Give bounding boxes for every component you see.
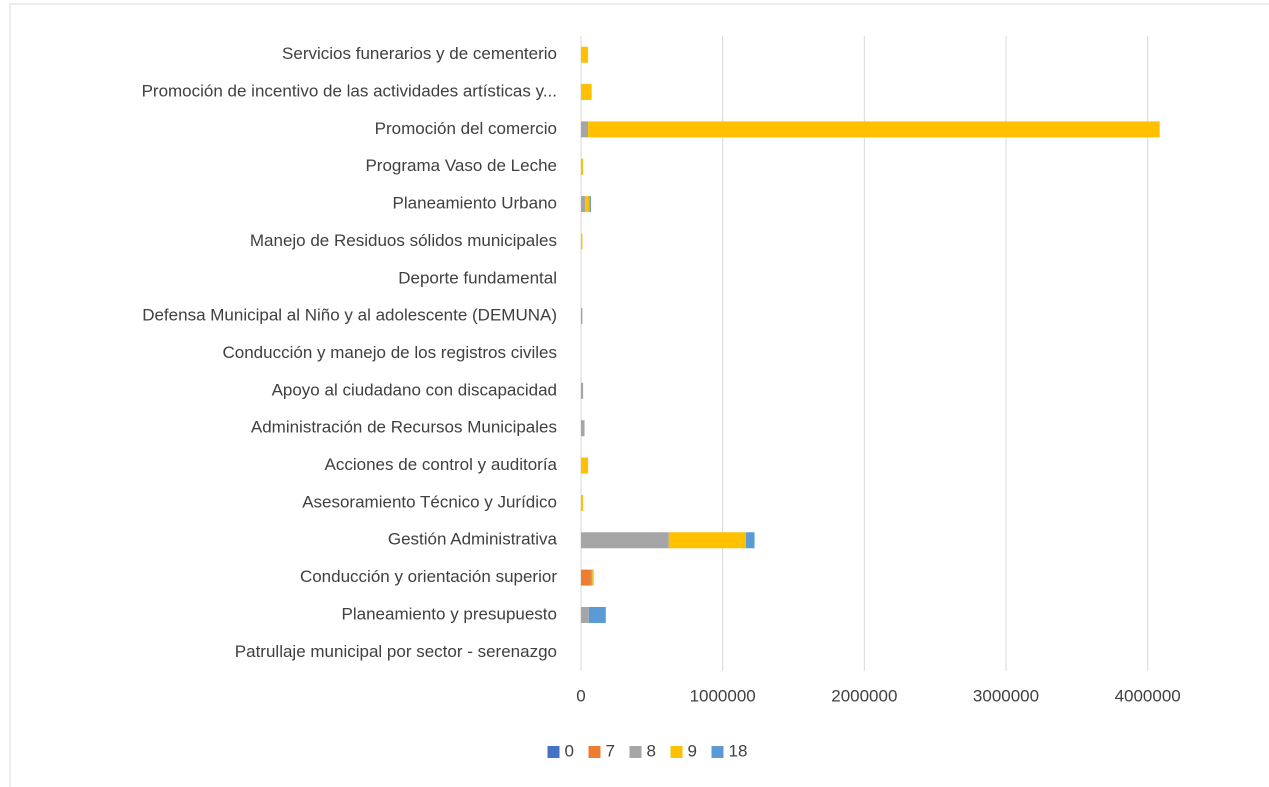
bar-segment (592, 569, 594, 586)
bar-segment (581, 196, 586, 213)
x-tick-label: 4000000 (1115, 686, 1181, 705)
bar-segment (581, 158, 584, 175)
legend-swatch (588, 746, 601, 758)
x-tick-label: 3000000 (973, 686, 1039, 705)
bar-segment (668, 532, 747, 549)
y-tick-label: Planeamiento Urbano (393, 194, 557, 213)
y-tick-label: Conducción y orientación superior (300, 567, 557, 586)
legend-label: 8 (647, 741, 656, 760)
y-tick-label: Promoción de incentivo de las actividade… (142, 82, 557, 101)
legend-label: 18 (729, 741, 748, 760)
y-tick-label: Administración de Recursos Municipales (251, 418, 557, 437)
bar-segment (585, 196, 590, 213)
bar-segment (581, 532, 669, 549)
legend-label: 9 (688, 741, 697, 760)
legend-swatch (629, 746, 642, 758)
y-tick-label: Asesoramiento Técnico y Jurídico (302, 492, 557, 511)
legend-label: 0 (565, 741, 574, 760)
bar-segment (746, 532, 755, 549)
bar-segment (581, 606, 589, 623)
bar-segment (581, 457, 589, 474)
bar-segment (581, 84, 592, 101)
bar-segment (581, 569, 591, 586)
y-tick-label: Defensa Municipal al Niño y al adolescen… (142, 306, 557, 325)
bar-segment (581, 420, 585, 437)
bar-segment (581, 382, 584, 399)
y-tick-label: Planeamiento y presupuesto (342, 604, 557, 623)
x-tick-label: 0 (576, 686, 585, 705)
bar-segment (581, 121, 589, 138)
legend-swatch (547, 746, 560, 758)
y-tick-label: Deporte fundamental (398, 268, 557, 287)
legend-swatch (711, 746, 724, 758)
x-tick-label: 2000000 (831, 686, 897, 705)
bar-segment (588, 121, 1160, 138)
bar-segment (581, 308, 583, 325)
y-tick-label: Acciones de control y auditoría (325, 455, 558, 474)
bar-segment (581, 494, 584, 511)
x-tick-label: 1000000 (690, 686, 756, 705)
y-tick-label: Programa Vaso de Leche (365, 156, 557, 175)
y-tick-label: Patrullaje municipal por sector - serena… (235, 642, 557, 661)
chart-border (9, 3, 1269, 787)
bar-segment (581, 233, 583, 250)
legend-label: 7 (606, 741, 615, 760)
legend-swatch (670, 746, 683, 758)
y-tick-label: Manejo de Residuos sólidos municipales (250, 231, 557, 250)
bar-segment (589, 196, 591, 213)
y-tick-label: Conducción y manejo de los registros civ… (223, 343, 558, 362)
bar-segment (588, 606, 606, 623)
y-tick-label: Apoyo al ciudadano con discapacidad (272, 380, 557, 399)
y-tick-label: Servicios funerarios y de cementerio (282, 44, 557, 63)
bar-segment (590, 569, 593, 586)
bar-segment (581, 46, 589, 63)
y-tick-label: Gestión Administrativa (388, 530, 558, 549)
y-tick-label: Promoción del comercio (375, 119, 557, 138)
